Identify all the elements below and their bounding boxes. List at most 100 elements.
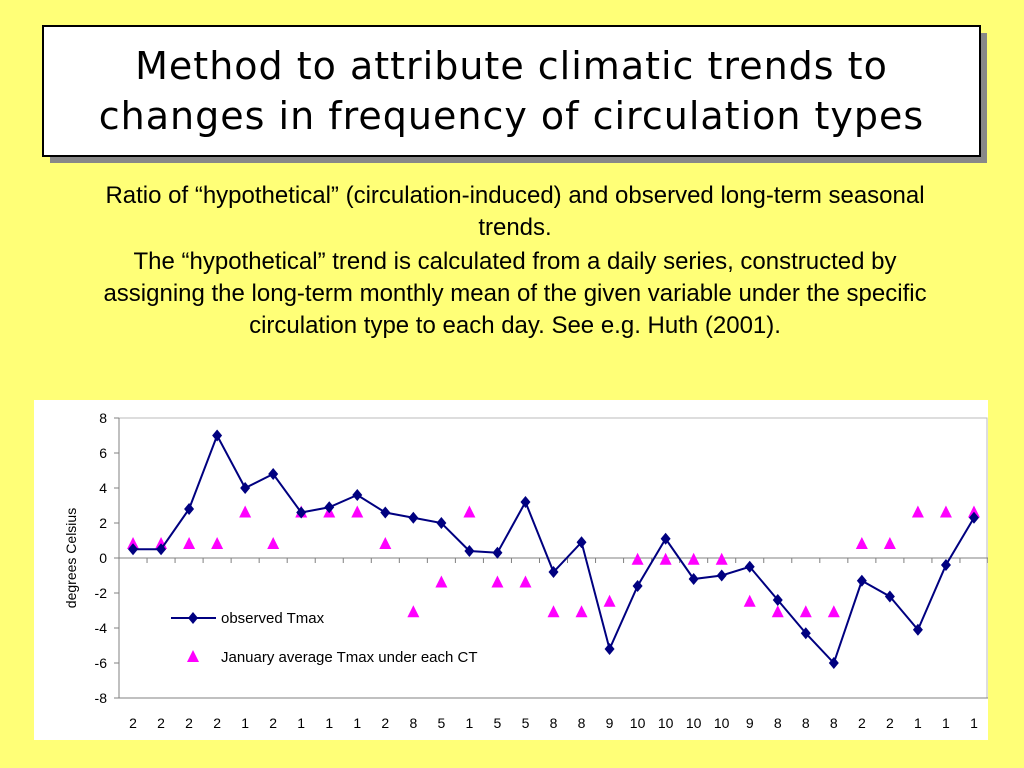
observed-tmax-point [548,566,559,578]
ct-triangle-point [575,605,588,618]
ct-triangle-point [687,552,700,565]
x-tick-label: 2 [886,715,894,731]
chart-panel: 8 6 4 2 0 -2 -4 -6 -8 2 2 2 2 1 2 1 1 1 2 8 5 1 5 5 8 8 9 10 10 10 10 9… [34,400,988,740]
slide-title-line-2: changes in frequency of circulation type… [98,94,925,138]
observed-tmax-point [856,574,867,587]
observed-tmax-point [492,546,503,559]
x-tick-label: 2 [213,715,221,731]
observed-tmax-point [240,482,251,494]
x-tick-label: 2 [129,715,137,731]
y-tick-label: 6 [99,445,107,461]
x-tick-label: 9 [746,715,754,731]
ct-triangle-point [743,594,756,607]
ct-triangle-point [183,537,196,549]
x-tick-label: 10 [658,715,674,731]
x-tick-label: 10 [714,715,730,731]
observed-tmax-point [184,503,195,515]
x-tick-label: 2 [185,715,193,731]
ct-triangle-point [799,605,812,618]
observed-tmax-point [632,580,643,592]
observed-tmax-point [352,489,363,501]
ct-triangle-point [827,605,840,618]
slide-body: Ratio of “hypothetical” (circulation-ind… [100,180,930,344]
ct-triangle-point [491,575,504,588]
ct-triangle-point [463,505,476,518]
ct-triangle-point [127,537,140,549]
y-tick-label: 8 [99,410,107,426]
paragraph-ratio: Ratio of “hypothetical” (circulation-ind… [105,182,925,241]
x-tick-label: 2 [157,715,165,731]
title-box: Method to attribute climatic trends to c… [42,25,981,157]
observed-tmax-line [133,433,975,665]
y-tick-label: -8 [95,690,108,706]
x-tick-label: 1 [466,715,474,731]
x-tick-label: 2 [269,715,277,731]
x-tick-label: 5 [522,715,530,731]
x-tick-label: 10 [686,715,702,731]
observed-tmax-point [744,560,755,573]
x-tick-label: 1 [325,715,333,731]
observed-tmax-point [212,429,223,442]
ct-triangle-point [771,605,784,618]
y-tick-label: 0 [99,550,107,566]
x-tick-label: 8 [550,715,558,731]
y-tick-label: -6 [95,655,108,671]
observed-tmax-point [912,623,923,636]
x-tick-label: 9 [606,715,614,731]
x-tick-label: 8 [774,715,782,731]
observed-tmax-point [660,532,671,545]
observed-tmax-point [716,569,727,582]
ct-triangle-point [351,505,364,518]
x-tick-label: 8 [830,715,838,731]
slide-title-line-1: Method to attribute climatic trends to [135,44,888,88]
y-tick-label: 2 [99,515,107,531]
ct-triangle-point [211,537,224,549]
legend-ct-marker [187,650,199,662]
legend-ct-label: January average Tmax under each CT [221,649,478,666]
ct-triangle-point [855,537,868,549]
ct-triangle-point [407,605,420,618]
x-tick-label: 5 [437,715,445,731]
x-tick-label: 1 [353,715,361,731]
observed-tmax-point [688,573,699,585]
tmax-chart: 8 6 4 2 0 -2 -4 -6 -8 2 2 2 2 1 2 1 1 1 2 8 5 1 5 5 8 8 9 10 10 10 10 9… [63,410,988,731]
x-tick-label: 2 [381,715,389,731]
ct-triangle-point [239,505,252,518]
ct-triangle-point [939,505,952,518]
x-tick-label: 1 [914,715,922,731]
observed-tmax-point [436,517,447,529]
ct-triangle-point [631,552,644,565]
x-tick-label: 10 [630,715,646,731]
observed-tmax-point [884,590,895,603]
observed-tmax-point [968,511,979,524]
legend-observed-label: observed Tmax [221,610,325,627]
ct-triangle-point [911,505,924,518]
ct-triangle-point [967,505,980,518]
ct-triangle-point [435,575,448,588]
observed-tmax-point [268,468,279,480]
y-tick-label: -2 [95,585,108,601]
ct-triangle-point [519,575,532,588]
x-tick-label: 8 [409,715,417,731]
x-tick-label: 1 [241,715,249,731]
observed-tmax-point [464,545,475,557]
paragraph-hypothetical-trend: The “hypothetical” trend is calculated f… [103,248,927,339]
ct-triangle-point [267,537,280,549]
ct-triangle-point [715,552,728,565]
y-axis-label: degrees Celsius [63,508,79,608]
ct-triangle-point [547,605,560,618]
observed-tmax-point [380,506,391,519]
legend-observed-marker [188,612,198,624]
y-tick-label: -4 [95,620,108,636]
observed-tmax-point [296,506,307,519]
x-tick-label: 8 [578,715,586,731]
observed-tmax-point [128,543,139,556]
observed-tmax-point [156,543,167,556]
y-tick-label: 4 [99,480,107,496]
observed-tmax-point [576,536,587,549]
ct-triangle-point [659,552,672,565]
ct-triangle-point [883,537,896,549]
observed-tmax-point [772,594,783,606]
x-tick-label: 1 [297,715,305,731]
x-tick-label: 2 [858,715,866,731]
